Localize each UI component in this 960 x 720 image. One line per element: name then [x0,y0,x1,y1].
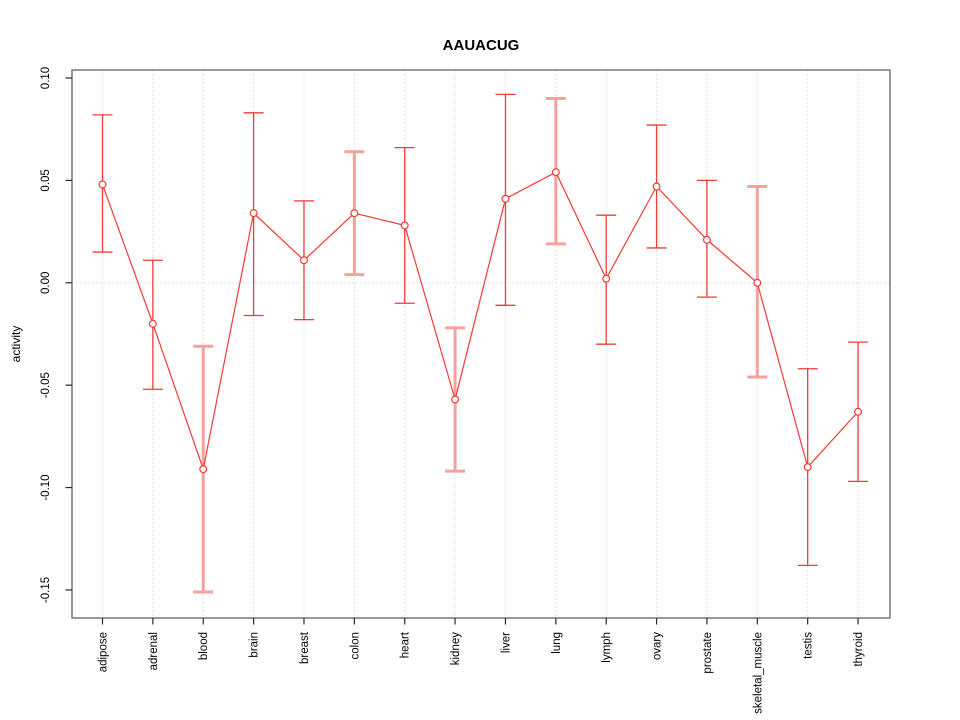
data-point [400,221,409,230]
data-point [652,182,661,191]
series-line [101,171,859,472]
y-tick-label: 0.00 [40,272,52,294]
x-tick-label: lymph [601,632,613,663]
x-tick-label: kidney [450,632,462,665]
x-tick-label: colon [349,632,361,660]
plot-border [71,69,891,619]
x-tick-label: lung [551,632,563,654]
y-axis: 0.10 0.05 0.00 -0.05 -0.10 -0.15 [40,67,72,603]
data-point [602,274,611,283]
error-bars [92,93,869,594]
data-point [199,465,208,474]
x-tick-label: skeletal_muscle [752,632,764,714]
data-point [98,180,107,189]
x-tick-label: ovary [652,632,664,660]
x-tick-label: adipose [98,632,110,672]
x-tick-label: testis [803,632,815,659]
data-point [803,463,812,472]
gridlines [72,70,890,618]
x-tick-label: adrenal [148,632,160,670]
x-axis: adipose adrenal blood brain breast colon heart… [98,618,865,714]
y-tick-label: -0.15 [40,577,52,603]
data-point [299,256,308,265]
x-tick-label: heart [400,631,412,658]
data-point [350,209,359,218]
y-tick-label: -0.05 [40,372,52,398]
y-tick-label: -0.10 [40,474,52,500]
plot-box [71,69,891,619]
x-tick-label: liver [500,632,512,653]
x-tick-label: breast [299,631,311,664]
data-point [753,278,762,287]
x-tick-label: brain [249,632,261,658]
data-point [854,407,863,416]
data-point [501,194,510,203]
data-point [451,395,460,404]
data-point [148,319,157,328]
x-tick-label: prostate [702,632,714,674]
y-axis-label: activity [9,326,23,363]
x-tick-label: blood [198,632,210,660]
data-point [551,168,560,177]
y-tick-label: 0.10 [40,67,52,89]
data-point [249,209,258,218]
x-tick-label: thyroid [853,632,865,667]
series-polyline [101,171,859,472]
chart-title: AAUACUG [443,37,520,54]
data-points [98,168,863,474]
data-point [702,235,711,244]
y-tick-label: 0.05 [40,169,52,191]
